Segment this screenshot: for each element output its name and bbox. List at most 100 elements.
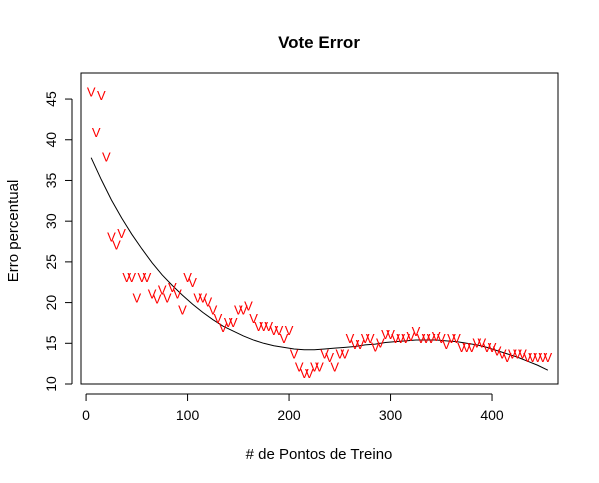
data-point: V (122, 270, 131, 285)
data-point: V (153, 291, 162, 306)
plot-box (80, 72, 559, 385)
data-point: V (523, 350, 532, 365)
data-point: V (234, 303, 243, 318)
data-point: V (401, 331, 410, 346)
x-tick-label: 0 (82, 407, 90, 423)
data-point: V (457, 340, 466, 355)
data-point: V (87, 85, 96, 100)
y-tick-label: 25 (43, 254, 59, 270)
chart-title: Vote Error (278, 33, 360, 52)
y-axis: 10 15 20 25 30 35 40 45 (43, 91, 73, 392)
data-point: V (335, 347, 344, 362)
data-point: V (437, 331, 446, 346)
data-point: V (498, 347, 507, 362)
data-point: V (198, 291, 207, 306)
data-point: V (462, 340, 471, 355)
data-point: V (168, 280, 177, 295)
data-point: V (239, 303, 248, 318)
data-point: V (224, 315, 233, 330)
data-point: V (295, 360, 304, 375)
data-point: V (188, 275, 197, 290)
data-point: V (92, 125, 101, 140)
data-point: V (148, 286, 157, 301)
data-point: V (209, 303, 218, 318)
data-point: V (158, 282, 167, 297)
data-point: V (386, 327, 395, 342)
data-point: V (513, 347, 522, 362)
data-point: V (452, 331, 461, 346)
data-point: V (341, 347, 350, 362)
data-point: V (285, 323, 294, 338)
data-point: V (417, 331, 426, 346)
x-axis-label: # de Pontos de Treino (246, 446, 393, 463)
data-point: V (315, 360, 324, 375)
data-point: V (503, 350, 512, 365)
data-point: V (467, 340, 476, 355)
data-point: V (483, 340, 492, 355)
data-point: V (472, 335, 481, 350)
data-point: V (127, 270, 136, 285)
data-point: V (508, 347, 517, 362)
data-point: V (351, 337, 360, 352)
data-point: V (275, 323, 284, 338)
data-point: V (249, 311, 258, 326)
y-tick-label: 30 (43, 213, 59, 229)
data-points: VVVVVVVVVVVVVVVVVVVVVVVVVVVVVVVVVVVVVVVV… (87, 85, 553, 382)
data-point: V (305, 366, 314, 381)
data-point: V (254, 319, 263, 334)
data-point: V (538, 350, 547, 365)
data-point: V (320, 347, 329, 362)
data-point: V (244, 299, 253, 314)
data-point: V (280, 331, 289, 346)
data-point: V (193, 291, 202, 306)
y-tick-label: 40 (43, 132, 59, 148)
data-point: V (356, 337, 365, 352)
y-tick-label: 20 (43, 295, 59, 311)
data-point: V (427, 331, 436, 346)
data-point: V (366, 331, 375, 346)
data-point: V (310, 360, 319, 375)
data-point: V (346, 331, 355, 346)
data-point: V (422, 331, 431, 346)
y-axis-label: Erro percentual (5, 180, 22, 283)
data-point: V (396, 331, 405, 346)
x-tick-label: 200 (277, 407, 301, 423)
x-tick-label: 400 (480, 407, 504, 423)
data-point: V (442, 337, 451, 352)
data-point: V (219, 320, 228, 335)
x-tick-label: 300 (379, 407, 403, 423)
data-point: V (102, 150, 111, 165)
data-point: V (178, 303, 187, 318)
data-point: V (138, 270, 147, 285)
data-point: V (528, 350, 537, 365)
data-point: V (361, 331, 370, 346)
data-point: V (132, 291, 141, 306)
fit-curve (90, 157, 549, 371)
y-tick-label: 10 (43, 376, 59, 392)
data-point: V (204, 295, 213, 310)
data-point: V (381, 327, 390, 342)
data-point: V (173, 286, 182, 301)
data-point: V (300, 366, 309, 381)
data-point: V (412, 324, 421, 339)
data-point: V (518, 347, 527, 362)
data-point: V (143, 270, 152, 285)
data-point: V (264, 319, 273, 334)
data-point: V (330, 360, 339, 375)
data-point: V (447, 331, 456, 346)
data-point: V (214, 311, 223, 326)
data-point: V (371, 339, 380, 354)
data-point: V (478, 335, 487, 350)
y-tick-label: 45 (43, 91, 59, 107)
x-axis: 0 100 200 300 400 (82, 393, 504, 423)
data-point: V (112, 238, 121, 253)
data-point: V (269, 323, 278, 338)
data-point: V (259, 319, 268, 334)
data-point: V (493, 343, 502, 358)
y-tick-label: 35 (43, 172, 59, 188)
data-point: V (183, 270, 192, 285)
y-tick-label: 15 (43, 335, 59, 351)
data-point: V (97, 88, 106, 103)
